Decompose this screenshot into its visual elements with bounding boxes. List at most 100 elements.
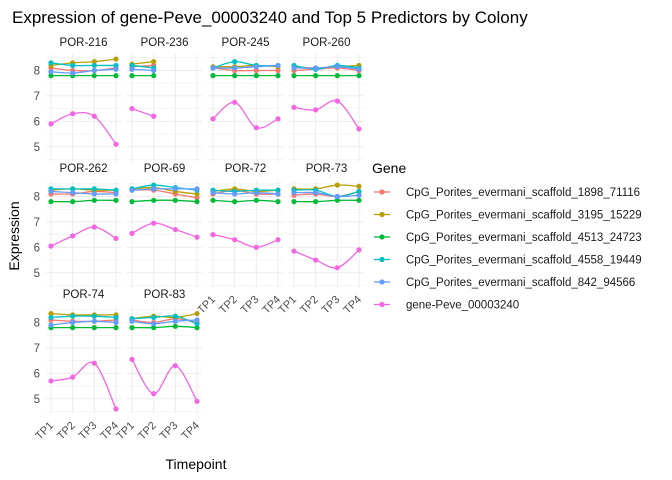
data-point-cpg-porites-evermani-scaffold-4513-24723	[172, 197, 178, 203]
y-tick-label: 6	[34, 242, 40, 254]
data-point-gene-peve-00003240	[129, 230, 135, 236]
series-line-cpg-porites-evermani-scaffold-1898-71116	[212, 189, 279, 195]
data-point-cpg-porites-evermani-scaffold-4558-19449	[91, 186, 97, 192]
data-point-cpg-porites-evermani-scaffold-4558-19449	[91, 313, 97, 319]
data-point-gene-peve-00003240	[151, 391, 157, 397]
data-point-cpg-porites-evermani-scaffold-4513-24723	[291, 73, 297, 79]
data-point-gene-peve-00003240	[172, 226, 178, 233]
facet-strip-label: POR-262	[60, 163, 108, 175]
data-point-cpg-porites-evermani-scaffold-3195-15229	[194, 311, 200, 317]
legend-item-cpg-porites-evermani-scaffold-3195-15229: CpG_Porites_evermani_scaffold_3195_15229	[374, 210, 642, 222]
series-line-gene-peve-00003240	[131, 222, 198, 238]
series-line-cpg-porites-evermani-scaffold-842-94566	[212, 64, 279, 69]
data-point-gene-peve-00003240	[313, 107, 319, 113]
series-line-cpg-porites-evermani-scaffold-4513-24723	[293, 199, 360, 203]
data-point-gene-peve-00003240	[91, 360, 97, 366]
series-line-cpg-porites-evermani-scaffold-1898-71116	[293, 67, 360, 72]
series-line-cpg-porites-evermani-scaffold-4513-24723	[131, 199, 198, 203]
data-point-cpg-porites-evermani-scaffold-4513-24723	[194, 199, 200, 205]
facet-panels: POR-216 5 6 7 8 POR-236 POR-245 POR-260 POR-262 5…	[33, 37, 364, 442]
legend-label: CpG_Porites_evermani_scaffold_4558_19449	[406, 255, 642, 267]
data-point-gene-peve-00003240	[48, 243, 54, 249]
data-point-cpg-porites-evermani-scaffold-4513-24723	[70, 325, 76, 331]
data-point-cpg-porites-evermani-scaffold-3195-15229	[356, 183, 362, 189]
chart-title: Expression of gene-Peve_00003240 and Top…	[12, 8, 528, 27]
data-point-gene-peve-00003240	[253, 244, 259, 250]
legend-item-cpg-porites-evermani-scaffold-842-94566: CpG_Porites_evermani_scaffold_842_94566	[374, 277, 635, 289]
data-point-cpg-porites-evermani-scaffold-3195-15229	[113, 56, 119, 62]
data-point-gene-peve-00003240	[70, 111, 76, 117]
legend-label: CpG_Porites_evermani_scaffold_842_94566	[406, 277, 635, 289]
legend-key-point	[379, 256, 385, 263]
data-point-gene-peve-00003240	[151, 220, 157, 226]
facet-strip-label: POR-83	[144, 289, 186, 301]
y-axis-label: Expression	[6, 201, 22, 270]
data-point-cpg-porites-evermani-scaffold-842-94566	[70, 319, 76, 326]
facet-panel-por-236: POR-236	[127, 37, 202, 162]
data-point-cpg-porites-evermani-scaffold-842-94566	[232, 191, 238, 197]
data-point-cpg-porites-evermani-scaffold-4513-24723	[232, 199, 238, 205]
facet-strip-label: POR-260	[303, 37, 351, 49]
legend-label: CpG_Porites_evermani_scaffold_4513_24723	[406, 232, 642, 244]
data-point-cpg-porites-evermani-scaffold-4513-24723	[129, 325, 135, 331]
data-point-cpg-porites-evermani-scaffold-842-94566	[172, 186, 178, 192]
data-point-cpg-porites-evermani-scaffold-4513-24723	[313, 199, 319, 205]
data-point-gene-peve-00003240	[291, 248, 297, 254]
data-point-cpg-porites-evermani-scaffold-842-94566	[48, 69, 54, 75]
data-point-cpg-porites-evermani-scaffold-842-94566	[291, 190, 297, 196]
y-tick-label: 7	[34, 343, 40, 355]
data-point-cpg-porites-evermani-scaffold-4558-19449	[129, 62, 135, 69]
data-point-cpg-porites-evermani-scaffold-842-94566	[253, 64, 259, 70]
data-point-gene-peve-00003240	[275, 237, 281, 243]
data-point-cpg-porites-evermani-scaffold-842-94566	[275, 191, 281, 197]
data-point-cpg-porites-evermani-scaffold-842-94566	[48, 322, 54, 328]
data-point-cpg-porites-evermani-scaffold-842-94566	[91, 191, 97, 197]
data-point-cpg-porites-evermani-scaffold-4558-19449	[113, 62, 119, 69]
y-tick-label: 7	[34, 217, 40, 229]
data-point-gene-peve-00003240	[151, 113, 157, 119]
x-tick-label: TP2	[298, 294, 321, 317]
legend-item-cpg-porites-evermani-scaffold-1898-71116: CpG_Porites_evermani_scaffold_1898_71116	[374, 187, 640, 199]
data-point-cpg-porites-evermani-scaffold-842-94566	[356, 66, 362, 72]
x-tick-label: TP4	[341, 294, 364, 317]
data-point-cpg-porites-evermani-scaffold-842-94566	[210, 65, 216, 71]
data-point-cpg-porites-evermani-scaffold-842-94566	[129, 66, 135, 72]
series-line-cpg-porites-evermani-scaffold-1898-71116	[212, 67, 278, 72]
data-point-cpg-porites-evermani-scaffold-842-94566	[172, 318, 178, 324]
data-point-cpg-porites-evermani-scaffold-842-94566	[151, 67, 157, 74]
x-tick-label: TP1	[33, 420, 56, 443]
facet-strip-label: POR-72	[225, 163, 267, 175]
y-tick-label: 6	[34, 368, 40, 380]
data-point-cpg-porites-evermani-scaffold-4513-24723	[151, 197, 157, 203]
data-point-cpg-porites-evermani-scaffold-4513-24723	[291, 199, 297, 205]
data-point-cpg-porites-evermani-scaffold-842-94566	[113, 191, 119, 197]
data-point-cpg-porites-evermani-scaffold-4558-19449	[151, 314, 157, 321]
data-point-cpg-porites-evermani-scaffold-842-94566	[48, 188, 54, 195]
facet-strip-label: POR-236	[141, 37, 189, 49]
data-point-gene-peve-00003240	[232, 237, 238, 243]
data-point-cpg-porites-evermani-scaffold-4513-24723	[172, 323, 178, 329]
series-line-cpg-porites-evermani-scaffold-842-94566	[131, 319, 198, 325]
x-tick-label: TP1	[276, 294, 299, 317]
data-point-cpg-porites-evermani-scaffold-4513-24723	[129, 199, 135, 205]
legend-item-cpg-porites-evermani-scaffold-4513-24723: CpG_Porites_evermani_scaffold_4513_24723	[374, 232, 642, 244]
x-tick-label: TP1	[114, 420, 137, 443]
legend: Gene CpG_Porites_evermani_scaffold_1898_…	[372, 160, 642, 312]
y-tick-label: 5	[34, 394, 40, 406]
data-point-cpg-porites-evermani-scaffold-3195-15229	[151, 59, 157, 65]
series-line-cpg-porites-evermani-scaffold-842-94566	[212, 192, 279, 195]
data-point-cpg-porites-evermani-scaffold-4558-19449	[48, 314, 54, 321]
x-tick-label: TP3	[320, 294, 343, 317]
data-point-gene-peve-00003240	[113, 141, 119, 147]
data-point-cpg-porites-evermani-scaffold-3195-15229	[48, 311, 54, 317]
series-line-cpg-porites-evermani-scaffold-4558-19449	[50, 315, 117, 319]
data-point-gene-peve-00003240	[91, 113, 97, 119]
series-line-gene-peve-00003240	[50, 111, 117, 145]
facet-panel-por-260: POR-260	[289, 37, 364, 162]
data-point-cpg-porites-evermani-scaffold-1898-71116	[275, 67, 281, 74]
facet-strip-label: POR-73	[306, 163, 348, 175]
data-point-cpg-porites-evermani-scaffold-842-94566	[313, 65, 319, 71]
data-point-cpg-porites-evermani-scaffold-4558-19449	[232, 59, 238, 65]
